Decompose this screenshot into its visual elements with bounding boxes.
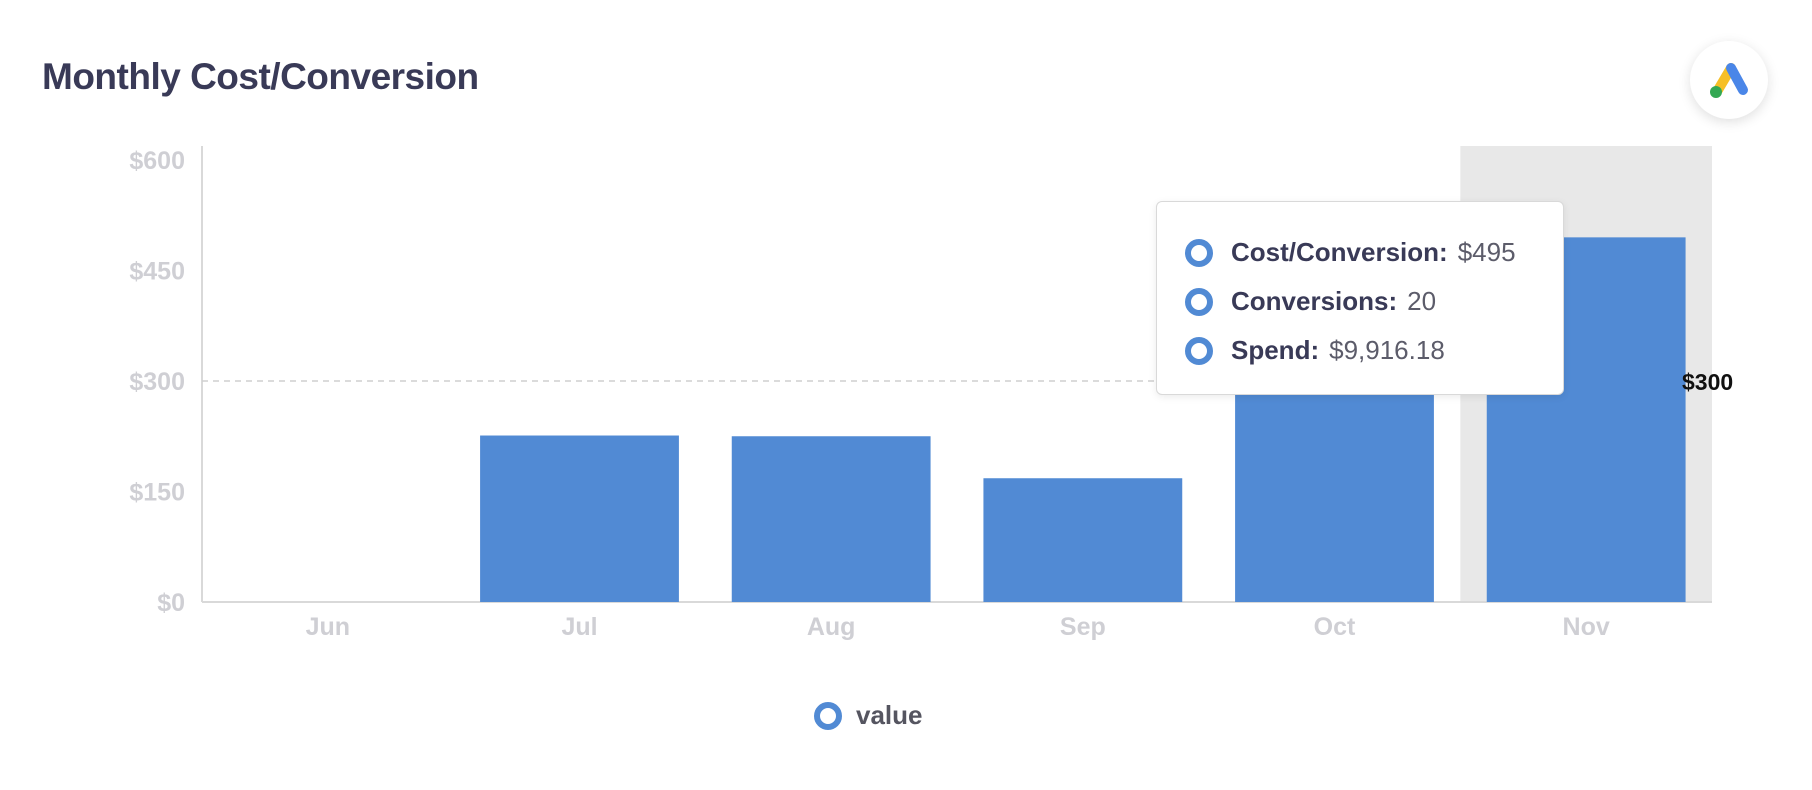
- x-tick-label: Jun: [306, 613, 350, 641]
- legend-label: value: [856, 700, 923, 730]
- data-tooltip: Cost/Conversion: $495 Conversions: 20 Sp…: [1156, 201, 1564, 395]
- y-tick-label: $450: [129, 258, 185, 286]
- y-tick-label: $0: [157, 589, 185, 617]
- x-tick-label: Nov: [1563, 613, 1610, 641]
- y-tick-label: $600: [129, 147, 185, 175]
- legend-dot-icon: [814, 701, 842, 730]
- series-dot-icon: [1185, 336, 1213, 365]
- tooltip-row-conversions: Conversions: 20: [1157, 277, 1563, 326]
- y-tick-label: $150: [129, 479, 185, 507]
- tooltip-label: Conversions:: [1231, 286, 1398, 316]
- x-tick-label: Sep: [1060, 613, 1106, 641]
- series-dot-icon: [1185, 287, 1213, 316]
- tooltip-row-cost-per-conversion: Cost/Conversion: $495: [1157, 228, 1563, 277]
- x-tick-label: Aug: [807, 613, 856, 641]
- bar-jul[interactable]: [480, 435, 679, 602]
- tooltip-label: Cost/Conversion:: [1231, 237, 1448, 267]
- page-title: Monthly Cost/Conversion: [42, 56, 479, 97]
- tooltip-row-spend: Spend: $9,916.18: [1157, 326, 1563, 375]
- reference-line-label: $300: [1682, 369, 1733, 395]
- tooltip-value: $495: [1457, 237, 1516, 267]
- tooltip-label: Spend:: [1231, 335, 1320, 365]
- bar-aug[interactable]: [731, 436, 931, 602]
- bar-sep[interactable]: [983, 478, 1183, 602]
- tooltip-value: 20: [1407, 286, 1437, 316]
- tooltip-value: $9,916.18: [1329, 335, 1445, 365]
- google-ads-logo-button[interactable]: [1690, 41, 1768, 119]
- x-tick-label: Jul: [561, 613, 597, 641]
- y-tick-label: $300: [129, 368, 185, 396]
- x-tick-label: Oct: [1314, 613, 1356, 641]
- chart-legend[interactable]: value: [814, 700, 923, 731]
- series-dot-icon: [1185, 238, 1213, 267]
- google-ads-logo-icon: [1710, 63, 1748, 98]
